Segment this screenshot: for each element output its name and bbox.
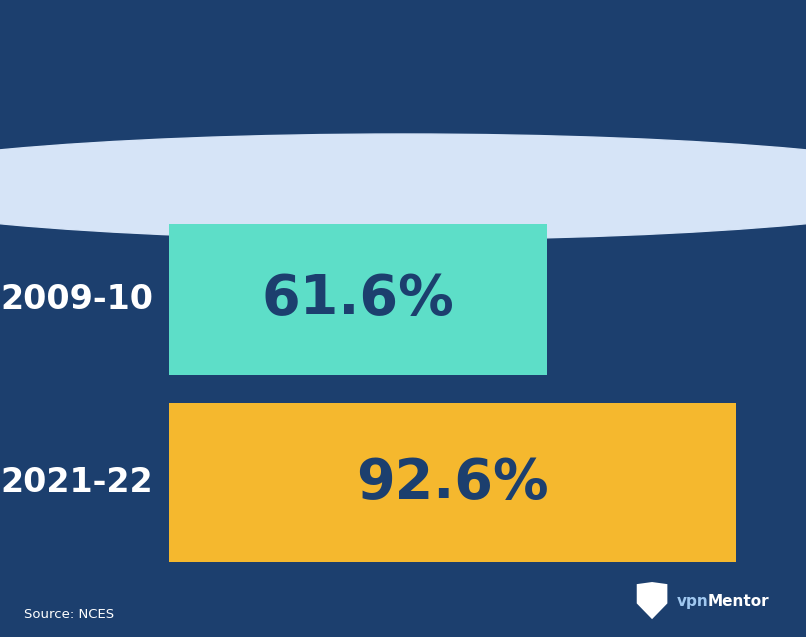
Text: 2009-10: 2009-10: [0, 283, 153, 316]
Text: Percentage of US School Campuses Using
Surveillance Cameras, 2021-22 vs. 2009-10: Percentage of US School Campuses Using S…: [48, 38, 758, 102]
Text: Source: NCES: Source: NCES: [24, 608, 114, 621]
FancyBboxPatch shape: [169, 224, 546, 375]
FancyBboxPatch shape: [169, 403, 737, 562]
Ellipse shape: [0, 134, 806, 240]
Text: vpn: vpn: [677, 594, 708, 609]
Text: 2021-22: 2021-22: [1, 466, 153, 499]
Text: Mentor: Mentor: [708, 594, 769, 609]
Text: 61.6%: 61.6%: [262, 273, 455, 326]
Text: 92.6%: 92.6%: [356, 455, 549, 510]
